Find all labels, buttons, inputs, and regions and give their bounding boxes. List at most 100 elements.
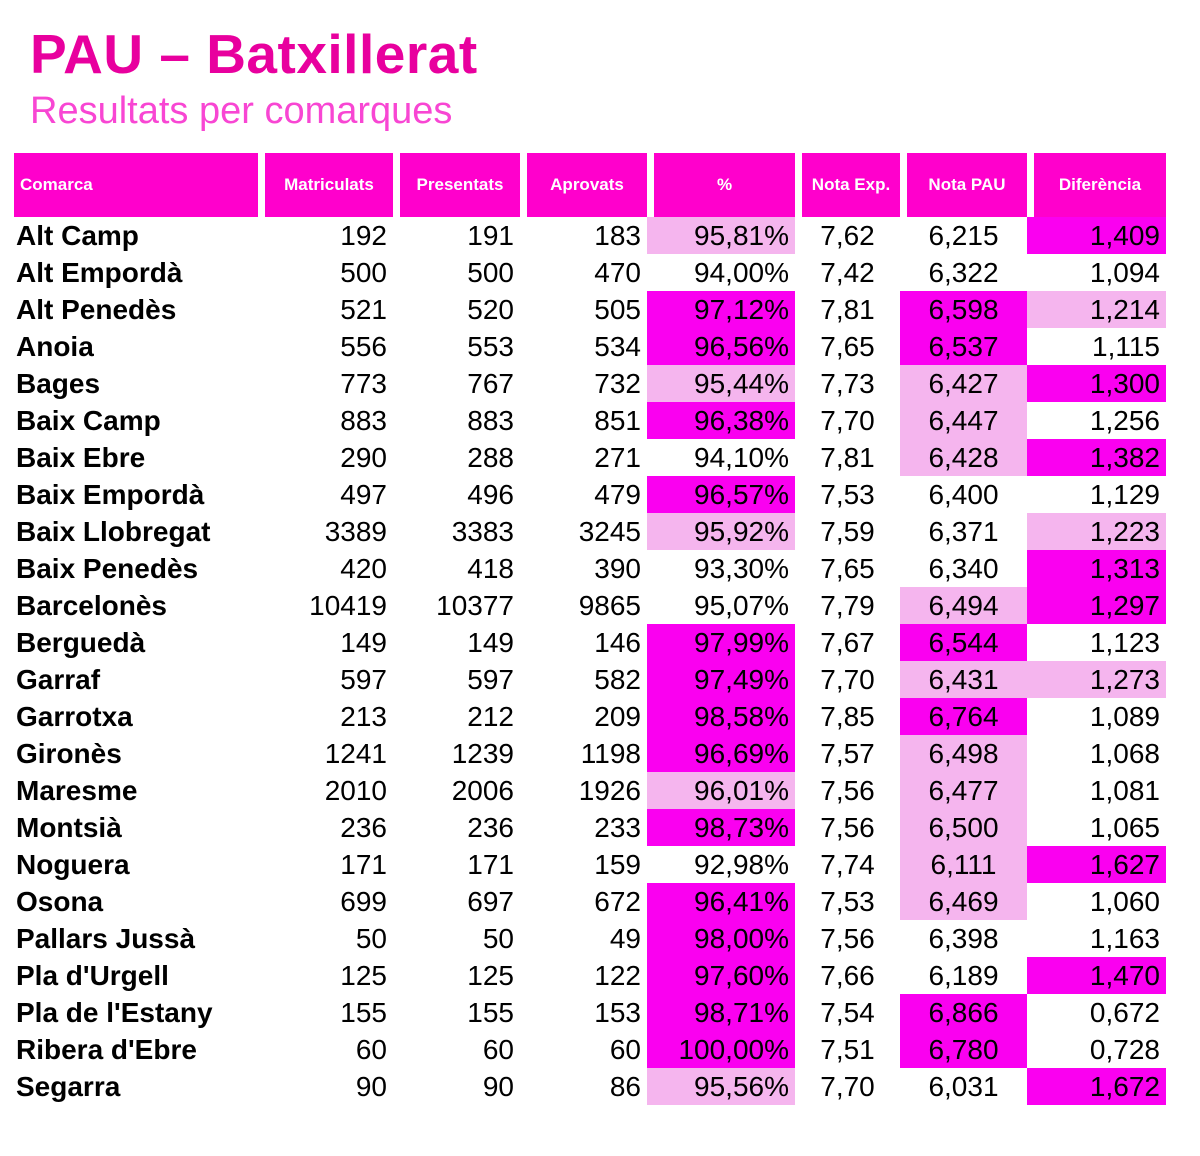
cell-aprovats: 3245 bbox=[578, 516, 641, 547]
table-row: Bages 773 767 732 95,44% 7,73 6,427 1,30… bbox=[14, 365, 1166, 402]
cell-presentats: 236 bbox=[467, 812, 514, 843]
cell-percent: 96,69% bbox=[647, 735, 795, 772]
cell-percent: 94,00% bbox=[694, 257, 789, 288]
cell-comarca: Ribera d'Ebre bbox=[16, 1034, 197, 1065]
cell-diferencia: 0,672 bbox=[1089, 997, 1160, 1028]
cell-matriculats: 883 bbox=[340, 405, 387, 436]
col-header-diferencia: Diferència bbox=[1027, 153, 1166, 217]
cell-nota-pau: 6,215 bbox=[928, 220, 999, 251]
cell-nota-exp: 7,62 bbox=[820, 220, 875, 251]
table-row: Alt Penedès 521 520 505 97,12% 7,81 6,59… bbox=[14, 291, 1166, 328]
cell-percent: 96,41% bbox=[647, 883, 795, 920]
cell-presentats: 212 bbox=[467, 701, 514, 732]
cell-comarca: Bages bbox=[16, 368, 101, 399]
cell-comarca: Noguera bbox=[16, 849, 130, 880]
cell-diferencia: 1,094 bbox=[1089, 257, 1160, 288]
cell-presentats: 90 bbox=[482, 1071, 514, 1102]
cell-nota-pau: 6,189 bbox=[928, 960, 999, 991]
table-row: Barcelonès 10419 10377 9865 95,07% 7,79 … bbox=[14, 587, 1166, 624]
cell-presentats: 288 bbox=[467, 442, 514, 473]
cell-comarca: Osona bbox=[16, 886, 104, 917]
cell-percent: 98,58% bbox=[647, 698, 795, 735]
cell-nota-exp: 7,70 bbox=[820, 405, 875, 436]
table-row: Ribera d'Ebre 60 60 60 100,00% 7,51 6,78… bbox=[14, 1031, 1166, 1068]
cell-nota-exp: 7,81 bbox=[820, 294, 875, 325]
results-table: Comarca Matriculats Presentats Aprovats … bbox=[14, 153, 1166, 1105]
cell-percent: 96,01% bbox=[647, 772, 795, 809]
cell-percent: 95,44% bbox=[647, 365, 795, 402]
cell-nota-exp: 7,57 bbox=[820, 738, 875, 769]
cell-nota-exp: 7,66 bbox=[820, 960, 875, 991]
cell-nota-exp: 7,67 bbox=[820, 627, 875, 658]
cell-aprovats: 1926 bbox=[578, 775, 641, 806]
cell-nota-pau: 6,340 bbox=[928, 553, 999, 584]
cell-matriculats: 500 bbox=[340, 257, 387, 288]
cell-presentats: 520 bbox=[467, 294, 514, 325]
cell-matriculats: 1241 bbox=[324, 738, 387, 769]
cell-diferencia: 1,273 bbox=[1027, 661, 1166, 698]
cell-matriculats: 192 bbox=[340, 220, 387, 251]
cell-percent: 94,10% bbox=[694, 442, 789, 473]
cell-matriculats: 171 bbox=[340, 849, 387, 880]
cell-nota-pau: 6,866 bbox=[900, 994, 1027, 1031]
cell-presentats: 149 bbox=[467, 627, 514, 658]
cell-aprovats: 1198 bbox=[580, 738, 641, 769]
cell-matriculats: 773 bbox=[340, 368, 387, 399]
cell-presentats: 418 bbox=[467, 553, 514, 584]
cell-nota-pau: 6,780 bbox=[900, 1031, 1027, 1068]
cell-matriculats: 125 bbox=[340, 960, 387, 991]
cell-diferencia: 1,123 bbox=[1089, 627, 1160, 658]
cell-aprovats: 534 bbox=[594, 331, 641, 362]
cell-matriculats: 597 bbox=[340, 664, 387, 695]
cell-aprovats: 390 bbox=[594, 553, 641, 584]
cell-comarca: Pla de l'Estany bbox=[16, 997, 213, 1028]
cell-diferencia: 1,297 bbox=[1027, 587, 1166, 624]
cell-aprovats: 60 bbox=[609, 1034, 641, 1065]
cell-aprovats: 122 bbox=[594, 960, 641, 991]
cell-nota-pau: 6,031 bbox=[928, 1071, 999, 1102]
cell-diferencia: 1,672 bbox=[1027, 1068, 1166, 1105]
cell-aprovats: 159 bbox=[594, 849, 641, 880]
cell-matriculats: 521 bbox=[340, 294, 387, 325]
page-subtitle: Resultats per comarques bbox=[30, 90, 453, 132]
cell-percent: 98,71% bbox=[647, 994, 795, 1031]
cell-comarca: Segarra bbox=[16, 1071, 121, 1102]
cell-diferencia: 0,728 bbox=[1089, 1034, 1160, 1065]
page-title: PAU – Batxillerat bbox=[30, 23, 478, 85]
cell-aprovats: 209 bbox=[594, 701, 641, 732]
cell-comarca: Gironès bbox=[16, 738, 122, 769]
cell-presentats: 60 bbox=[482, 1034, 514, 1065]
table-row: Maresme 2010 2006 1926 96,01% 7,56 6,477… bbox=[14, 772, 1166, 809]
cell-presentats: 50 bbox=[482, 923, 514, 954]
cell-matriculats: 699 bbox=[340, 886, 387, 917]
cell-nota-pau: 6,427 bbox=[900, 365, 1027, 402]
cell-nota-exp: 7,65 bbox=[820, 331, 875, 362]
col-header-nota-pau: Nota PAU bbox=[900, 153, 1027, 217]
table-row: Garraf 597 597 582 97,49% 7,70 6,431 1,2… bbox=[14, 661, 1166, 698]
cell-diferencia: 1,115 bbox=[1092, 331, 1160, 362]
cell-nota-exp: 7,59 bbox=[820, 516, 875, 547]
cell-matriculats: 60 bbox=[355, 1034, 387, 1065]
cell-presentats: 10377 bbox=[436, 590, 514, 621]
cell-aprovats: 582 bbox=[594, 664, 641, 695]
cell-percent: 97,49% bbox=[647, 661, 795, 698]
cell-comarca: Garraf bbox=[16, 664, 101, 695]
cell-presentats: 125 bbox=[467, 960, 514, 991]
cell-diferencia: 1,065 bbox=[1089, 812, 1160, 843]
cell-aprovats: 233 bbox=[594, 812, 641, 843]
cell-presentats: 553 bbox=[467, 331, 514, 362]
cell-comarca: Anoia bbox=[16, 331, 94, 362]
col-header-comarca: Comarca bbox=[14, 153, 258, 217]
cell-diferencia: 1,068 bbox=[1089, 738, 1160, 769]
cell-nota-pau: 6,494 bbox=[900, 587, 1027, 624]
header-row: Comarca Matriculats Presentats Aprovats … bbox=[14, 153, 1166, 217]
table-row: Gironès 1241 1239 1198 96,69% 7,57 6,498… bbox=[14, 735, 1166, 772]
cell-presentats: 597 bbox=[467, 664, 514, 695]
cell-comarca: Berguedà bbox=[16, 627, 146, 658]
cell-matriculats: 10419 bbox=[309, 590, 387, 621]
cell-nota-pau: 6,400 bbox=[928, 479, 999, 510]
cell-nota-exp: 7,54 bbox=[820, 997, 875, 1028]
cell-percent: 95,81% bbox=[647, 217, 795, 254]
table-row: Segarra 90 90 86 95,56% 7,70 6,031 1,672 bbox=[14, 1068, 1166, 1105]
cell-percent: 97,99% bbox=[647, 624, 795, 661]
